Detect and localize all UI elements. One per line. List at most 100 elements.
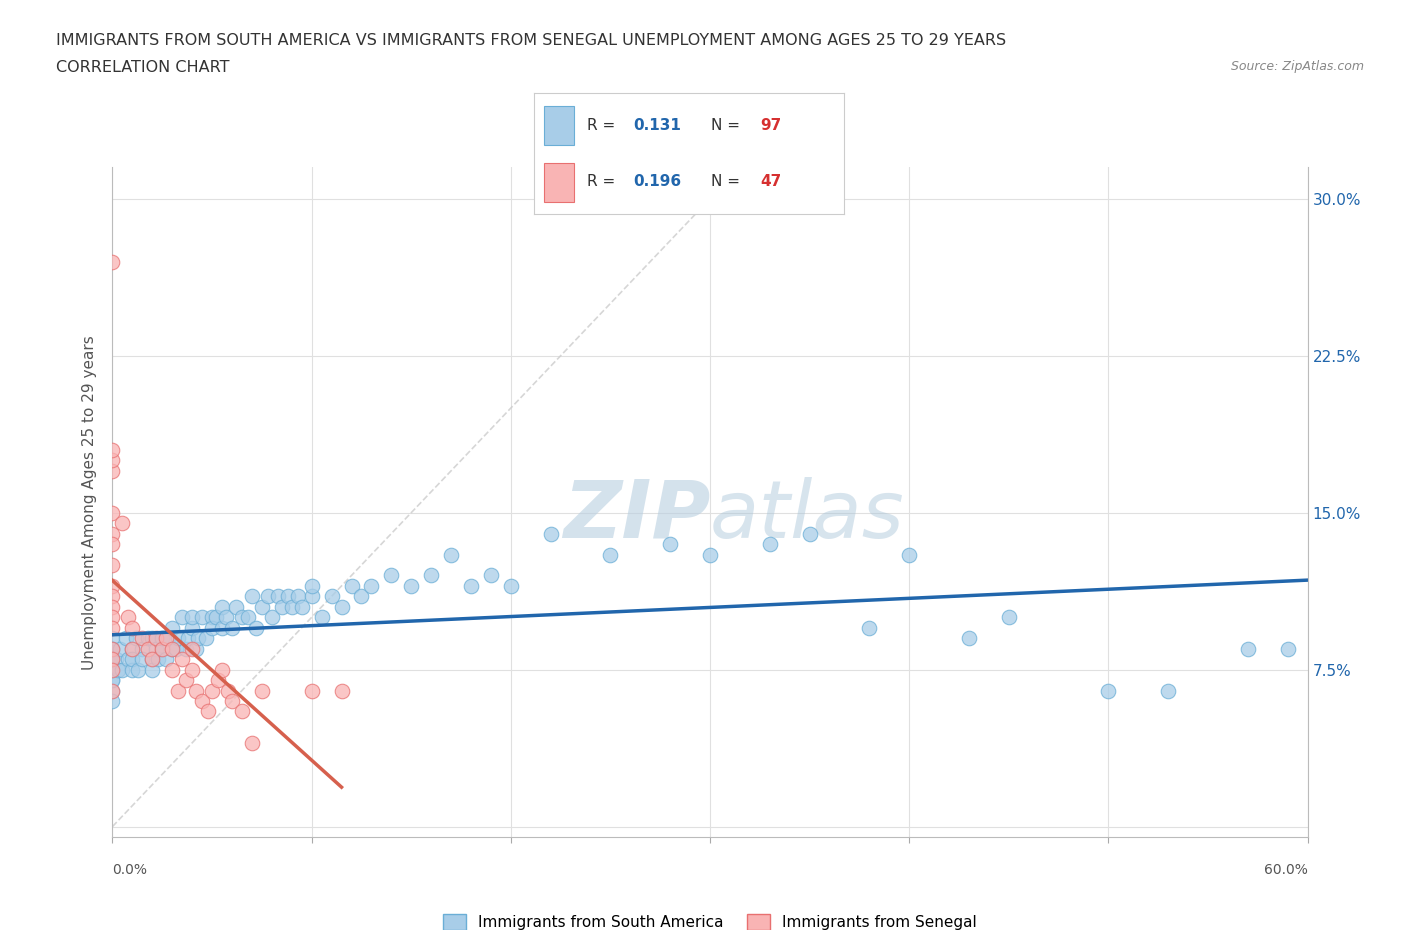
Point bbox=[148, 652, 170, 667]
Point bbox=[101, 631, 124, 645]
Point bbox=[177, 631, 200, 645]
Point bbox=[155, 631, 177, 645]
Point bbox=[281, 600, 304, 615]
Point bbox=[101, 537, 124, 551]
Point bbox=[186, 683, 208, 698]
Point bbox=[479, 568, 502, 583]
Point bbox=[101, 642, 124, 657]
Point bbox=[211, 600, 233, 615]
Text: Source: ZipAtlas.com: Source: ZipAtlas.com bbox=[1230, 60, 1364, 73]
Point bbox=[231, 704, 253, 719]
Point bbox=[540, 526, 562, 541]
Point bbox=[957, 631, 980, 645]
Text: N =: N = bbox=[710, 174, 744, 189]
Point bbox=[1237, 642, 1260, 657]
Point bbox=[155, 652, 177, 667]
Point bbox=[291, 600, 314, 615]
Point bbox=[101, 652, 124, 667]
Point bbox=[101, 558, 124, 573]
Point bbox=[460, 578, 482, 593]
Point bbox=[138, 642, 160, 657]
Point bbox=[127, 662, 149, 677]
Point bbox=[186, 642, 208, 657]
Point bbox=[110, 642, 132, 657]
Point bbox=[340, 578, 363, 593]
Point bbox=[121, 652, 143, 667]
Point bbox=[172, 610, 194, 625]
Point bbox=[1097, 683, 1119, 698]
Point bbox=[121, 642, 143, 657]
Point bbox=[121, 642, 143, 657]
Text: 47: 47 bbox=[761, 174, 782, 189]
Point bbox=[1157, 683, 1180, 698]
Point bbox=[101, 505, 124, 520]
Point bbox=[101, 443, 124, 458]
Point bbox=[217, 683, 239, 698]
Text: N =: N = bbox=[710, 118, 744, 133]
Point bbox=[191, 694, 214, 709]
Point bbox=[101, 694, 124, 709]
Point bbox=[105, 652, 128, 667]
Point bbox=[311, 610, 333, 625]
Point bbox=[191, 610, 214, 625]
Point bbox=[211, 662, 233, 677]
Point bbox=[101, 662, 124, 677]
Point bbox=[998, 610, 1021, 625]
Point bbox=[101, 578, 124, 593]
Point bbox=[101, 463, 124, 478]
Point bbox=[101, 683, 124, 698]
Point bbox=[101, 642, 124, 657]
Text: R =: R = bbox=[586, 174, 620, 189]
Point bbox=[101, 642, 124, 657]
Text: R =: R = bbox=[586, 118, 620, 133]
Point bbox=[205, 610, 228, 625]
Point bbox=[699, 547, 721, 562]
Text: 0.196: 0.196 bbox=[633, 174, 682, 189]
Point bbox=[287, 589, 309, 604]
Point bbox=[187, 631, 209, 645]
Text: 0.131: 0.131 bbox=[633, 118, 681, 133]
Point bbox=[201, 610, 224, 625]
Point bbox=[499, 578, 522, 593]
Point bbox=[162, 620, 183, 635]
Text: CORRELATION CHART: CORRELATION CHART bbox=[56, 60, 229, 75]
Point bbox=[101, 683, 124, 698]
Text: IMMIGRANTS FROM SOUTH AMERICA VS IMMIGRANTS FROM SENEGAL UNEMPLOYMENT AMONG AGES: IMMIGRANTS FROM SOUTH AMERICA VS IMMIGRA… bbox=[56, 33, 1007, 47]
Point bbox=[157, 631, 180, 645]
Point bbox=[236, 610, 259, 625]
Point bbox=[221, 620, 243, 635]
Point bbox=[260, 610, 283, 625]
Point bbox=[440, 547, 463, 562]
Point bbox=[131, 642, 153, 657]
Point bbox=[181, 610, 204, 625]
Bar bbox=[544, 163, 575, 202]
Point bbox=[420, 568, 443, 583]
Point bbox=[162, 642, 183, 657]
Text: atlas: atlas bbox=[710, 476, 905, 554]
Point bbox=[138, 631, 160, 645]
Y-axis label: Unemployment Among Ages 25 to 29 years: Unemployment Among Ages 25 to 29 years bbox=[82, 335, 97, 670]
Point bbox=[201, 683, 224, 698]
Point bbox=[240, 589, 263, 604]
Point bbox=[167, 631, 190, 645]
Text: 0.0%: 0.0% bbox=[112, 862, 148, 877]
Point bbox=[211, 620, 233, 635]
Point bbox=[141, 631, 163, 645]
Point bbox=[165, 642, 187, 657]
Point bbox=[141, 652, 163, 667]
Point bbox=[107, 662, 129, 677]
Point bbox=[111, 516, 134, 531]
Point bbox=[121, 662, 143, 677]
Point bbox=[101, 620, 124, 635]
Point bbox=[330, 683, 353, 698]
Point bbox=[117, 610, 139, 625]
Point bbox=[125, 631, 148, 645]
Point bbox=[270, 600, 292, 615]
Point bbox=[131, 631, 153, 645]
Point bbox=[197, 704, 219, 719]
Point bbox=[898, 547, 921, 562]
Point bbox=[101, 672, 124, 687]
Point bbox=[330, 600, 353, 615]
Bar bbox=[544, 106, 575, 145]
Point bbox=[277, 589, 299, 604]
